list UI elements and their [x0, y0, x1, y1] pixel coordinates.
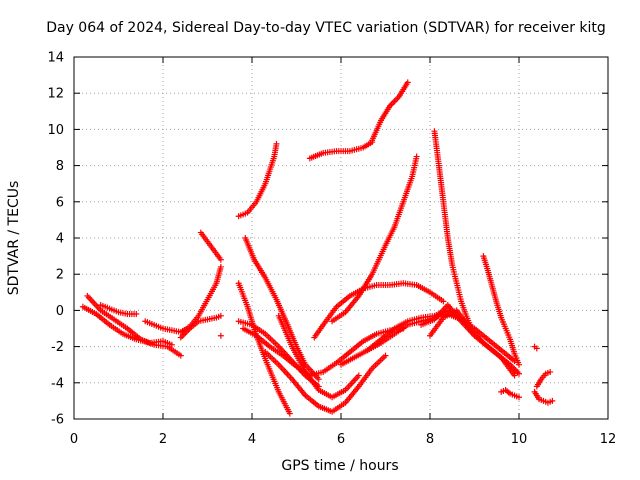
y-axis-label: SDTVAR / TECUs — [6, 181, 22, 296]
data-point — [511, 372, 518, 379]
data-point — [217, 263, 224, 270]
x-tick-label: 10 — [511, 432, 528, 447]
x-tick-labels: 0 2 4 6 8 10 12 — [70, 432, 616, 447]
data-point — [516, 370, 522, 377]
series-arc-06 — [197, 229, 224, 263]
data-point — [273, 140, 280, 147]
series-arc-16 — [369, 79, 411, 144]
data-point — [217, 332, 224, 339]
y-tick-label: -4 — [51, 376, 64, 391]
data-point — [168, 341, 175, 348]
series-arc-10 — [235, 280, 293, 417]
data-point — [547, 368, 554, 375]
y-tick-label: 6 — [56, 195, 64, 210]
series-arc-28 — [531, 388, 556, 406]
x-tick-label: 8 — [426, 432, 434, 447]
y-tick-label: 0 — [56, 304, 64, 319]
chart-title: Day 064 of 2024, Sidereal Day-to-day VTE… — [46, 20, 606, 36]
series-arc-07 — [217, 332, 224, 339]
data-point — [404, 79, 411, 86]
y-tick-label: 8 — [56, 159, 64, 174]
series-arc-21 — [431, 128, 474, 328]
series-arc-25 — [498, 387, 522, 401]
y-tick-label: -6 — [51, 413, 64, 428]
y-tick-labels: -6 -4 -2 0 2 4 6 8 10 12 14 — [47, 51, 64, 428]
y-tick-label: 12 — [47, 87, 64, 102]
data-series — [79, 79, 556, 417]
data-point — [440, 298, 447, 305]
series-arc-03 — [97, 301, 140, 318]
data-point — [516, 361, 522, 368]
data-point — [286, 410, 293, 417]
data-point — [217, 256, 224, 263]
data-point — [413, 153, 420, 160]
series-arc-20 — [364, 307, 518, 365]
data-point — [355, 372, 362, 379]
data-point — [533, 345, 540, 352]
y-tick-label: 4 — [56, 232, 64, 247]
series-arc-27 — [533, 368, 554, 390]
data-point — [382, 352, 389, 359]
series-arc-14 — [262, 349, 389, 415]
x-tick-label: 0 — [70, 432, 78, 447]
series-arc-18 — [329, 153, 420, 325]
data-point — [315, 376, 322, 383]
data-point — [177, 352, 184, 359]
series-arc-02 — [79, 303, 175, 348]
y-tick-label: 2 — [56, 268, 64, 283]
x-tick-label: 4 — [248, 432, 256, 447]
grid-lines — [74, 57, 608, 419]
x-tick-label: 6 — [337, 432, 345, 447]
series-arc-23 — [418, 301, 518, 379]
series-arc-05 — [177, 312, 224, 341]
series-arc-13 — [275, 312, 362, 401]
y-tick-label: 10 — [47, 123, 64, 138]
plot-frame — [73, 56, 609, 420]
series-arc-08 — [235, 140, 280, 220]
series-arc-15 — [306, 139, 376, 162]
x-axis-label: GPS time / hours — [281, 458, 398, 474]
x-tick-label: 12 — [600, 432, 617, 447]
series-arc-24 — [480, 253, 522, 368]
data-point — [217, 312, 224, 319]
x-tick-label: 2 — [159, 432, 167, 447]
data-point — [516, 394, 522, 401]
y-tick-label: -2 — [51, 340, 64, 355]
series-arc-26 — [531, 343, 540, 352]
y-tick-label: 14 — [47, 51, 64, 66]
data-point — [133, 311, 140, 318]
data-point — [549, 397, 556, 404]
